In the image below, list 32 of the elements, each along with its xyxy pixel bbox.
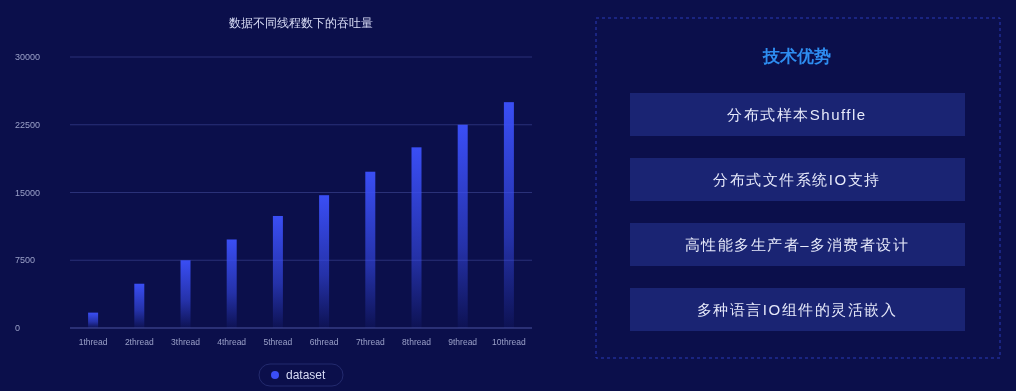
x-tick-label: 4thread	[217, 337, 247, 347]
bar	[88, 312, 99, 328]
chart-title: 数据不同线程数下的吞吐量	[229, 16, 373, 30]
y-tick-label: 0	[15, 323, 21, 333]
bar	[319, 195, 330, 328]
bar	[272, 215, 283, 328]
text: 技术优势	[762, 47, 831, 66]
bar	[134, 283, 145, 328]
x-tick-label: 7thread	[355, 337, 385, 347]
x-tick-label: 9thread	[448, 337, 478, 347]
x-tick-label: 3thread	[171, 337, 201, 347]
bar	[411, 147, 422, 328]
x-tick-label: 1thread	[78, 337, 108, 347]
legend-label: dataset	[286, 368, 327, 382]
bar	[503, 102, 514, 328]
text: 多种语言IO组件的灵活嵌入	[696, 301, 898, 318]
text: 高性能多生产者–多消费者设计	[684, 236, 910, 253]
x-tick-label: 8thread	[402, 337, 432, 347]
y-tick-label: 15000	[15, 187, 41, 198]
bar	[457, 124, 468, 328]
y-tick-label: 7500	[15, 255, 36, 266]
bar	[180, 260, 191, 328]
x-tick-label: 2thread	[124, 337, 154, 347]
text: 分布式文件系统IO支持	[713, 171, 881, 188]
text: 分布式样本Shuffle	[727, 106, 867, 123]
x-tick-label: 10thread	[492, 337, 526, 347]
bar	[226, 239, 237, 328]
bar	[365, 171, 376, 328]
x-tick-label: 5thread	[263, 337, 293, 347]
y-tick-label: 22500	[15, 119, 41, 130]
y-tick-label: 30000	[15, 52, 41, 62]
x-tick-label: 6thread	[309, 337, 339, 347]
